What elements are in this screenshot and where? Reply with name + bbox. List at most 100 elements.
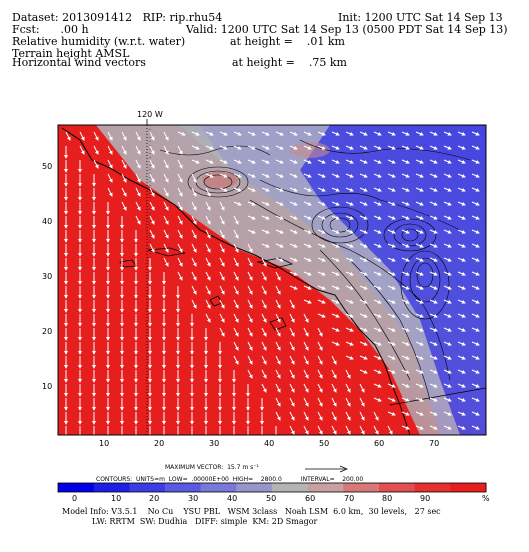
wind-vector (401, 299, 410, 304)
wind-vector (191, 229, 197, 239)
wind-vector (373, 159, 382, 164)
field-rh-label: Relative humidity (w.r.t. water) (12, 35, 186, 48)
wind-vector (149, 201, 155, 211)
wind-vector (373, 187, 382, 192)
wind-vector (345, 299, 354, 304)
wind-vector (79, 131, 85, 141)
wind-vector (247, 201, 256, 206)
wind-vector (415, 313, 424, 318)
wind-vector (317, 229, 326, 234)
wind-vector (401, 341, 410, 346)
wind-vector (303, 369, 309, 379)
wind-vector (373, 299, 382, 304)
wind-vector (443, 313, 452, 318)
wind-vector (415, 397, 424, 402)
wind-vector (163, 173, 169, 183)
wind-vector (471, 285, 480, 290)
wind-vector (359, 159, 368, 164)
wind-vector (163, 159, 169, 169)
forecast-hour: Fcst: .00 h (12, 23, 89, 36)
wind-vector (401, 285, 410, 290)
wind-vector (317, 257, 326, 262)
wind-vector (317, 145, 326, 150)
wind-vector (345, 159, 354, 164)
wind-vector (177, 159, 183, 169)
y-tick-label: 40 (42, 217, 53, 226)
colorbar-tick-label: 30 (188, 494, 199, 503)
wind-vector (289, 369, 295, 379)
wind-vector (317, 383, 323, 393)
wind-vector (219, 173, 228, 178)
wind-vector (331, 173, 340, 178)
wind-vector (345, 229, 354, 234)
colorbar-swatch (200, 483, 237, 492)
x-tick-label: 40 (264, 439, 275, 448)
wind-vector (345, 131, 354, 136)
wind-vector (331, 243, 340, 248)
wind-vector (261, 355, 267, 365)
wind-vector (261, 285, 267, 295)
wind-vector (373, 257, 382, 262)
wind-vector (429, 341, 438, 346)
colorbar-swatch (272, 483, 309, 492)
wind-vector (373, 145, 382, 150)
wind-vector (387, 145, 396, 150)
wind-vector (177, 215, 183, 225)
wind-vector (219, 271, 225, 281)
wind-vector (289, 327, 295, 337)
wind-vector (415, 369, 424, 374)
model-info: Model Info: V3.5.1 No Cu YSU PBL WSM 3cl… (62, 507, 441, 516)
wind-vector (275, 369, 281, 379)
wind-vector (373, 201, 382, 206)
wind-vector (359, 369, 368, 374)
wind-vector (303, 397, 309, 407)
wind-vector (471, 145, 480, 150)
colorbar-swatch (236, 483, 273, 492)
wind-vector (177, 257, 183, 267)
wind-vector (275, 243, 284, 248)
wind-vector (261, 131, 270, 136)
wind-vector (275, 299, 281, 309)
wind-vector (345, 215, 354, 220)
wind-vector (443, 397, 452, 402)
colorbar-tick-label: 0 (72, 494, 78, 503)
wind-vector (387, 215, 396, 220)
wind-vector (373, 131, 382, 136)
wind-vector (331, 327, 340, 332)
wind-vector (387, 355, 396, 360)
wind-vector (415, 215, 424, 220)
wind-vector (205, 187, 211, 197)
wind-vector (177, 243, 183, 253)
wind-vector (247, 173, 256, 178)
wind-vector (261, 173, 270, 178)
wind-vector (387, 131, 396, 136)
wind-vector (387, 271, 396, 276)
wind-vector (471, 313, 480, 318)
wind-vector (345, 271, 354, 276)
wind-vector (359, 271, 368, 276)
wind-vector (163, 131, 169, 141)
wind-vector (317, 411, 323, 421)
wind-vector (93, 159, 99, 169)
x-tick-label: 30 (209, 439, 220, 448)
wind-vector (331, 215, 340, 220)
wind-vector (331, 299, 340, 304)
colorbar-swatch (129, 483, 166, 492)
wind-vector (457, 187, 466, 192)
wind-vector (135, 173, 141, 183)
wind-vector (275, 397, 281, 407)
wind-vector (415, 243, 424, 248)
wind-vector (135, 131, 141, 141)
field-rh-height: at height = .01 km (230, 35, 345, 48)
wind-vector (401, 145, 410, 150)
wind-vector (107, 173, 113, 183)
x-tick-label: 70 (429, 439, 440, 448)
wind-vector (191, 159, 200, 164)
wind-vector (373, 327, 382, 332)
wind-vector (429, 285, 438, 290)
wind-vector (373, 369, 382, 374)
wind-vector (205, 229, 211, 239)
wind-vector (331, 397, 337, 407)
wind-vector (121, 173, 127, 183)
wind-vector (205, 215, 211, 225)
